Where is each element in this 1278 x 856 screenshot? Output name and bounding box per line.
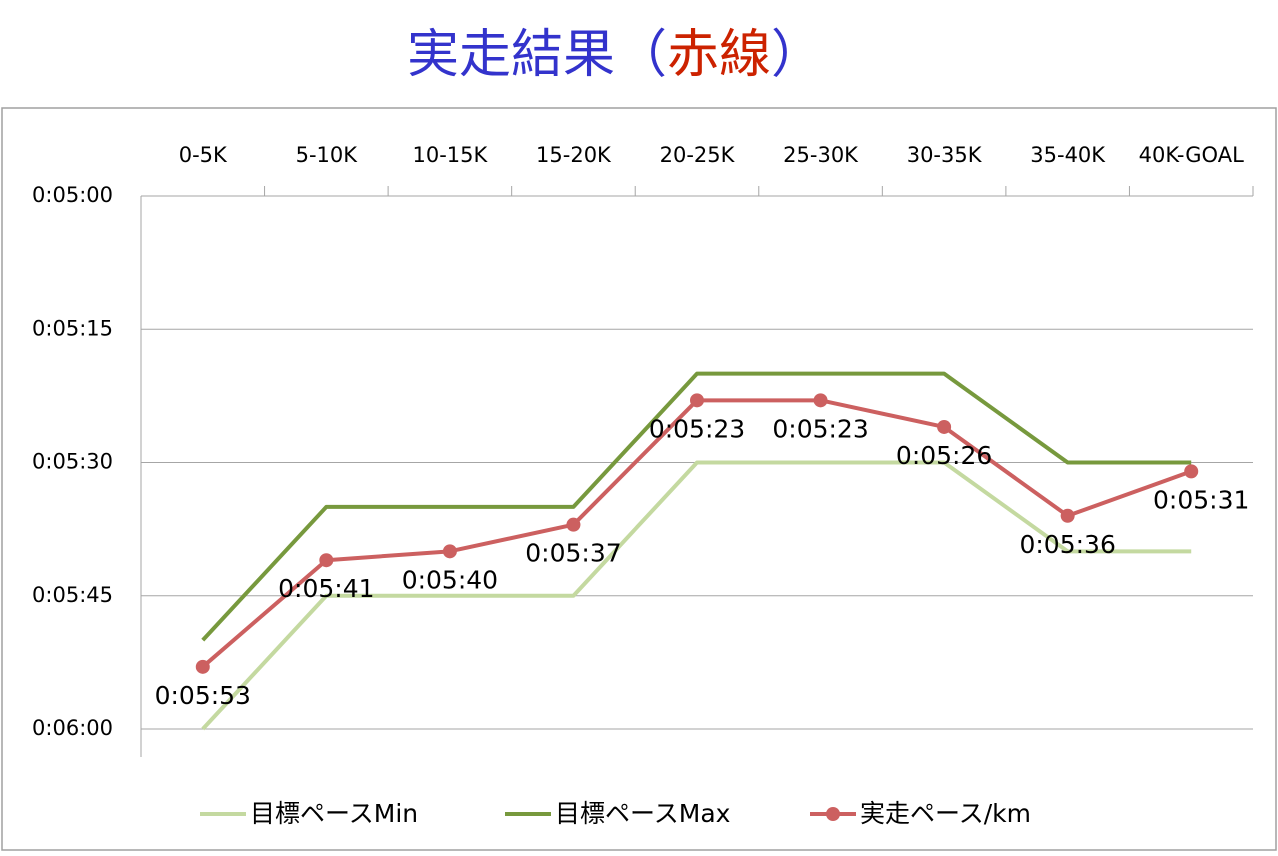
series-line	[201, 371, 1192, 642]
x-tick-label: 20-25K	[660, 143, 736, 167]
data-point	[1184, 464, 1199, 479]
x-tick-label: 0-5K	[179, 143, 228, 167]
title-part: ）	[771, 25, 823, 85]
data-label: 0:05:53	[155, 681, 251, 710]
data-label: 0:05:36	[1019, 530, 1115, 559]
data-point	[319, 553, 334, 568]
y-tick-label: 0:05:45	[32, 583, 113, 607]
series-line	[201, 460, 1192, 731]
legend-label: 実走ペース/km	[860, 799, 1031, 828]
data-point	[195, 659, 210, 674]
legend-label: 目標ペースMin	[250, 799, 418, 828]
data-point	[937, 419, 952, 434]
title-part: 赤線	[667, 25, 771, 85]
data-point	[690, 393, 704, 408]
y-tick-label: 0:05:15	[32, 316, 113, 340]
title-part: 実走結果（	[407, 25, 667, 85]
data-label: 0:05:37	[525, 539, 621, 568]
x-tick-label: 15-20K	[536, 143, 612, 167]
data-label: 0:05:41	[278, 574, 374, 603]
x-tick-label: 40K-GOAL	[1139, 143, 1244, 167]
data-point	[813, 393, 828, 408]
x-tick-label: 35-40K	[1030, 143, 1106, 167]
data-label: 0:05:40	[402, 565, 498, 594]
y-tick-label: 0:05:30	[32, 450, 113, 474]
chart-frame	[1, 107, 1277, 851]
x-tick-label: 30-35K	[907, 143, 983, 167]
x-tick-label: 25-30K	[783, 143, 859, 167]
data-label: 0:05:23	[772, 414, 868, 443]
x-tick-label: 10-15K	[412, 143, 488, 167]
x-tick-label: 5-10K	[296, 143, 359, 167]
y-tick-label: 0:06:00	[32, 716, 113, 740]
data-point	[566, 517, 581, 532]
data-point	[1060, 508, 1075, 523]
data-point	[442, 544, 457, 559]
chart-title: 実走結果（赤線）	[407, 25, 823, 85]
y-tick-label: 0:05:00	[32, 183, 113, 207]
data-label: 0:05:26	[896, 441, 992, 470]
legend-marker	[826, 807, 840, 821]
legend-label: 目標ペースMax	[555, 799, 730, 828]
data-label: 0:05:31	[1153, 485, 1249, 514]
data-label: 0:05:23	[649, 414, 745, 443]
